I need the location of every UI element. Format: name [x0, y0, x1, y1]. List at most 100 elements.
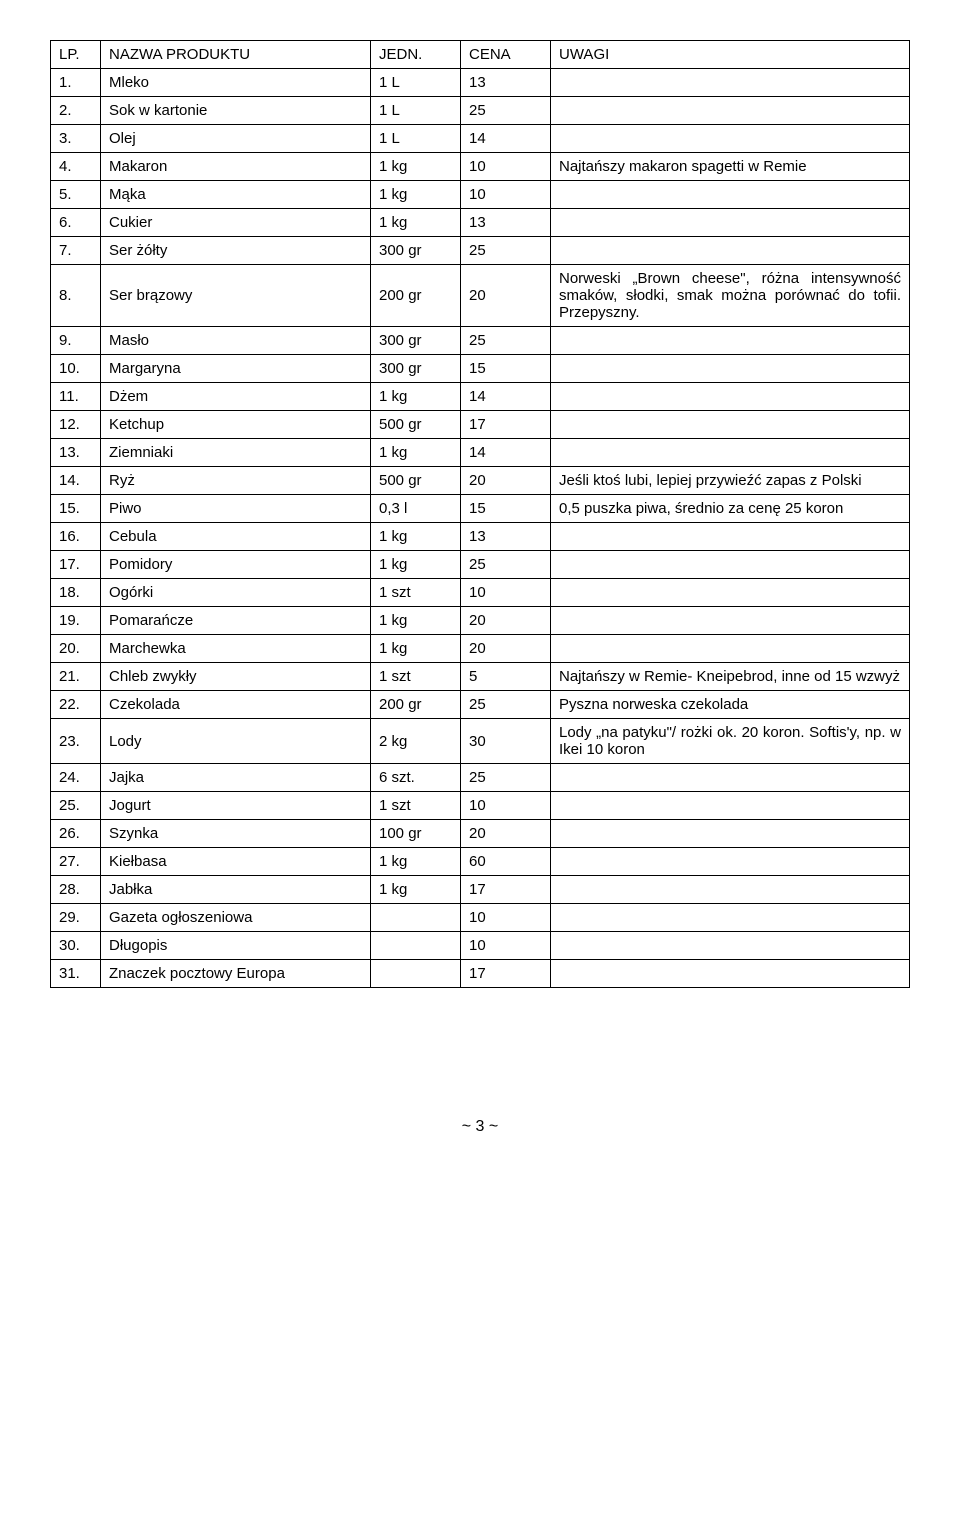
cell-unit: 500 gr	[371, 411, 461, 439]
cell-lp: 22.	[51, 691, 101, 719]
table-row: 16.Cebula1 kg13	[51, 523, 910, 551]
cell-lp: 21.	[51, 663, 101, 691]
table-row: 17.Pomidory1 kg25	[51, 551, 910, 579]
table-row: 13.Ziemniaki1 kg14	[51, 439, 910, 467]
cell-name: Szynka	[101, 820, 371, 848]
cell-unit	[371, 904, 461, 932]
cell-name: Makaron	[101, 153, 371, 181]
cell-unit: 1 kg	[371, 607, 461, 635]
cell-unit: 100 gr	[371, 820, 461, 848]
table-row: 30.Długopis10	[51, 932, 910, 960]
table-row: 28.Jabłka1 kg17	[51, 876, 910, 904]
cell-notes: Pyszna norweska czekolada	[551, 691, 910, 719]
cell-price: 17	[461, 876, 551, 904]
cell-name: Czekolada	[101, 691, 371, 719]
cell-notes	[551, 237, 910, 265]
cell-price: 30	[461, 719, 551, 764]
cell-unit: 6 szt.	[371, 764, 461, 792]
table-row: 5.Mąka1 kg10	[51, 181, 910, 209]
cell-unit: 1 L	[371, 97, 461, 125]
table-row: 9.Masło300 gr25	[51, 327, 910, 355]
cell-notes	[551, 635, 910, 663]
table-row: 26.Szynka100 gr20	[51, 820, 910, 848]
table-row: 19.Pomarańcze1 kg20	[51, 607, 910, 635]
table-row: 11.Dżem1 kg14	[51, 383, 910, 411]
cell-unit: 1 szt	[371, 663, 461, 691]
table-row: 12.Ketchup500 gr17	[51, 411, 910, 439]
cell-name: Marchewka	[101, 635, 371, 663]
cell-price: 15	[461, 495, 551, 523]
cell-price: 25	[461, 764, 551, 792]
cell-unit: 300 gr	[371, 355, 461, 383]
cell-price: 20	[461, 265, 551, 327]
cell-unit: 1 L	[371, 125, 461, 153]
cell-lp: 30.	[51, 932, 101, 960]
table-row: 18.Ogórki1 szt10	[51, 579, 910, 607]
cell-lp: 20.	[51, 635, 101, 663]
cell-notes	[551, 355, 910, 383]
cell-name: Pomidory	[101, 551, 371, 579]
table-row: 20.Marchewka1 kg20	[51, 635, 910, 663]
cell-notes	[551, 792, 910, 820]
cell-name: Jogurt	[101, 792, 371, 820]
cell-lp: 25.	[51, 792, 101, 820]
cell-notes: Najtańszy w Remie- Kneipebrod, inne od 1…	[551, 663, 910, 691]
cell-notes	[551, 820, 910, 848]
cell-price: 25	[461, 551, 551, 579]
cell-notes	[551, 327, 910, 355]
page-number: ~ 3 ~	[50, 1118, 910, 1136]
cell-notes	[551, 876, 910, 904]
table-header-row: LP. NAZWA PRODUKTU JEDN. CENA UWAGI	[51, 41, 910, 69]
cell-price: 25	[461, 97, 551, 125]
table-row: 14.Ryż500 gr20Jeśli ktoś lubi, lepiej pr…	[51, 467, 910, 495]
table-row: 27.Kiełbasa1 kg60	[51, 848, 910, 876]
table-row: 24.Jajka6 szt.25	[51, 764, 910, 792]
cell-name: Ketchup	[101, 411, 371, 439]
table-row: 15.Piwo0,3 l150,5 puszka piwa, średnio z…	[51, 495, 910, 523]
cell-name: Lody	[101, 719, 371, 764]
cell-notes: 0,5 puszka piwa, średnio za cenę 25 koro…	[551, 495, 910, 523]
table-row: 21.Chleb zwykły1 szt5Najtańszy w Remie- …	[51, 663, 910, 691]
cell-notes	[551, 960, 910, 988]
cell-lp: 12.	[51, 411, 101, 439]
table-row: 8.Ser brązowy200 gr20Norweski „Brown che…	[51, 265, 910, 327]
cell-price: 20	[461, 467, 551, 495]
cell-price: 25	[461, 237, 551, 265]
cell-lp: 8.	[51, 265, 101, 327]
cell-name: Kiełbasa	[101, 848, 371, 876]
cell-unit: 1 kg	[371, 439, 461, 467]
table-row: 31.Znaczek pocztowy Europa17	[51, 960, 910, 988]
cell-unit: 1 kg	[371, 209, 461, 237]
table-row: 23.Lody2 kg30Lody „na patyku"/ rożki ok.…	[51, 719, 910, 764]
cell-name: Ziemniaki	[101, 439, 371, 467]
cell-price: 10	[461, 579, 551, 607]
cell-unit: 200 gr	[371, 691, 461, 719]
cell-name: Cebula	[101, 523, 371, 551]
table-row: 3.Olej1 L14	[51, 125, 910, 153]
cell-lp: 15.	[51, 495, 101, 523]
cell-price: 13	[461, 523, 551, 551]
cell-unit: 1 kg	[371, 848, 461, 876]
cell-notes	[551, 97, 910, 125]
cell-price: 10	[461, 181, 551, 209]
cell-lp: 26.	[51, 820, 101, 848]
cell-price: 17	[461, 960, 551, 988]
cell-unit: 200 gr	[371, 265, 461, 327]
cell-notes	[551, 523, 910, 551]
cell-lp: 14.	[51, 467, 101, 495]
table-row: 2.Sok w kartonie1 L25	[51, 97, 910, 125]
cell-name: Jabłka	[101, 876, 371, 904]
cell-price: 10	[461, 904, 551, 932]
cell-name: Mleko	[101, 69, 371, 97]
cell-unit: 1 kg	[371, 383, 461, 411]
cell-notes	[551, 383, 910, 411]
cell-unit: 500 gr	[371, 467, 461, 495]
cell-unit: 2 kg	[371, 719, 461, 764]
cell-price: 13	[461, 69, 551, 97]
cell-name: Sok w kartonie	[101, 97, 371, 125]
cell-price: 15	[461, 355, 551, 383]
cell-notes: Jeśli ktoś lubi, lepiej przywieźć zapas …	[551, 467, 910, 495]
cell-notes	[551, 764, 910, 792]
cell-lp: 4.	[51, 153, 101, 181]
table-row: 7.Ser żółty300 gr25	[51, 237, 910, 265]
